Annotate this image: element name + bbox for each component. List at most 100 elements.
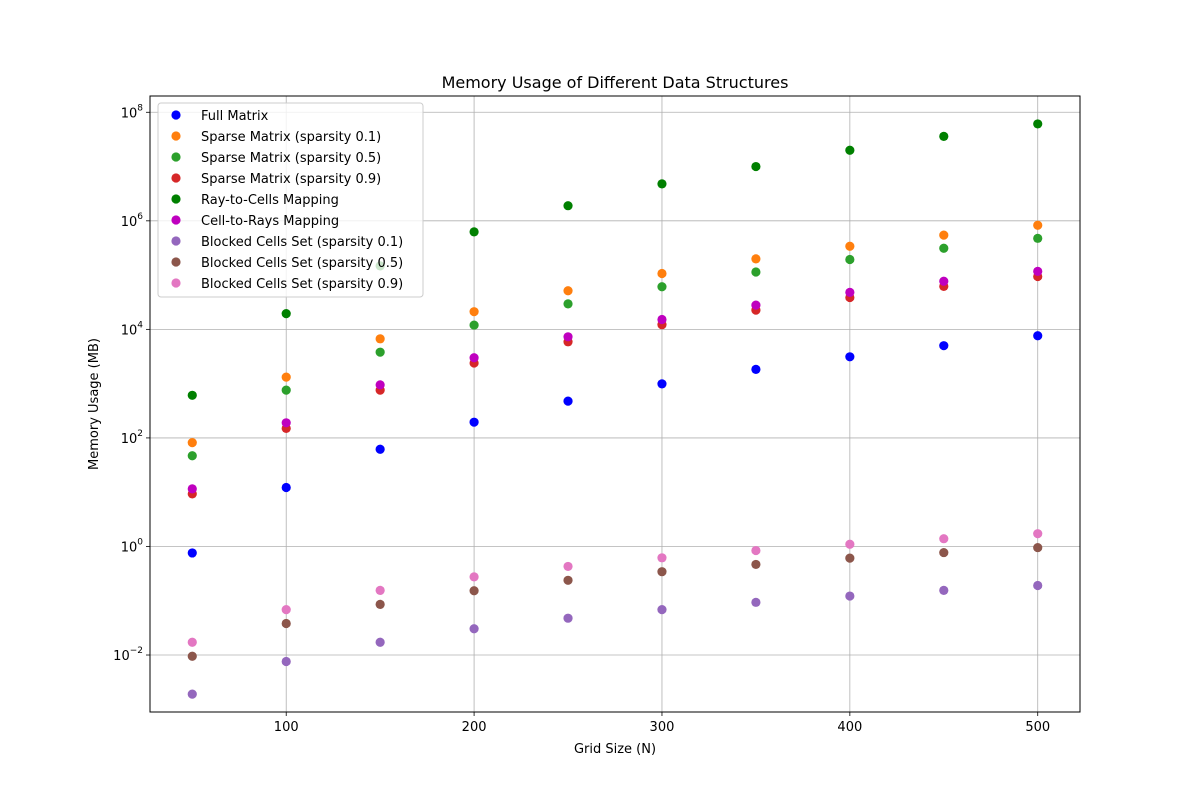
- data-point: [281, 372, 291, 382]
- data-point: [939, 243, 949, 253]
- data-point: [281, 385, 291, 395]
- chart-title: Memory Usage of Different Data Structure…: [442, 73, 789, 92]
- data-point: [845, 287, 855, 298]
- data-point: [187, 437, 197, 448]
- data-point: [939, 547, 949, 558]
- data-point: [281, 418, 291, 428]
- data-point: [563, 561, 573, 572]
- data-point: [469, 307, 479, 317]
- data-point: [1033, 220, 1043, 230]
- data-point: [281, 309, 291, 319]
- data-point: [281, 604, 291, 615]
- legend-label: Ray-to-Cells Mapping: [201, 193, 339, 208]
- data-point: [469, 624, 479, 634]
- grid-lines: [150, 96, 1080, 712]
- legend-marker: [171, 215, 181, 225]
- legend-label: Blocked Cells Set (sparsity 0.5): [201, 256, 403, 271]
- data-point: [1033, 233, 1043, 243]
- data-point: [845, 145, 855, 155]
- data-point: [939, 585, 949, 596]
- data-point: [469, 586, 479, 596]
- y-tick-label: 104: [121, 320, 144, 338]
- data-point: [281, 482, 291, 493]
- data-point: [939, 534, 949, 544]
- data-point: [845, 539, 855, 549]
- data-point: [657, 179, 667, 189]
- y-tick-label: 108: [121, 103, 144, 121]
- data-point: [845, 241, 855, 251]
- data-point: [187, 451, 197, 461]
- data-point: [469, 572, 479, 582]
- data-point: [563, 299, 573, 309]
- x-tick-label: 500: [1025, 720, 1050, 735]
- data-point: [939, 341, 949, 351]
- data-point: [657, 282, 667, 292]
- data-point: [187, 689, 197, 699]
- data-point: [375, 444, 385, 454]
- data-point: [187, 484, 197, 494]
- y-tick-label: 10−2: [113, 646, 143, 664]
- data-point: [751, 597, 761, 607]
- data-point: [845, 553, 855, 563]
- data-point: [187, 637, 197, 647]
- data-point: [375, 599, 385, 609]
- legend: Full Matrix Sparse Matrix (sparsity 0.1) S…: [157, 102, 424, 298]
- legend-label: Cell-to-Rays Mapping: [201, 214, 339, 229]
- legend-label: Full Matrix: [201, 109, 269, 124]
- data-point: [939, 230, 949, 240]
- data-point: [751, 254, 761, 264]
- data-point: [751, 545, 761, 556]
- data-point: [281, 618, 291, 629]
- y-tick-label: 100: [121, 537, 144, 555]
- y-tick-label: 102: [121, 429, 143, 447]
- data-points: [187, 119, 1043, 699]
- legend-marker: [171, 173, 181, 183]
- data-point: [187, 548, 197, 558]
- data-point: [281, 656, 291, 667]
- data-point: [657, 268, 667, 279]
- data-point: [469, 417, 479, 427]
- legend-marker: [171, 257, 181, 267]
- data-point: [657, 314, 667, 325]
- x-axis-label: Grid Size (N): [574, 742, 656, 757]
- data-point: [751, 559, 761, 570]
- legend-marker: [171, 278, 181, 288]
- legend-marker: [171, 110, 181, 120]
- data-point: [657, 567, 667, 577]
- data-point: [939, 276, 949, 286]
- legend-label: Blocked Cells Set (sparsity 0.1): [201, 235, 403, 250]
- data-point: [845, 352, 855, 362]
- data-point: [1033, 266, 1043, 277]
- data-point: [187, 390, 197, 400]
- legend-marker: [171, 236, 181, 246]
- data-point: [657, 379, 667, 389]
- legend-label: Sparse Matrix (sparsity 0.9): [201, 172, 381, 187]
- legend-label: Sparse Matrix (sparsity 0.5): [201, 151, 381, 166]
- data-point: [375, 334, 385, 344]
- legend-box: [157, 102, 424, 298]
- data-point: [1033, 119, 1043, 129]
- legend-marker: [171, 131, 181, 141]
- data-point: [751, 161, 761, 172]
- data-point: [751, 300, 761, 310]
- data-point: [563, 201, 573, 211]
- legend-label: Blocked Cells Set (sparsity 0.9): [201, 277, 403, 292]
- data-point: [469, 353, 479, 363]
- data-point: [187, 651, 197, 661]
- data-point: [563, 575, 573, 585]
- data-point: [469, 227, 479, 237]
- plot-frame: [149, 95, 1081, 713]
- data-point: [939, 131, 949, 141]
- y-axis-label: Memory Usage (MB): [87, 338, 102, 470]
- x-tick-label: 300: [650, 720, 675, 735]
- data-point: [657, 604, 667, 615]
- x-tick-label: 400: [837, 720, 862, 735]
- data-point: [563, 396, 573, 406]
- data-point: [375, 380, 385, 390]
- data-point: [657, 553, 667, 563]
- legend-marker: [171, 194, 181, 204]
- data-point: [563, 286, 573, 296]
- x-tick-label: 200: [462, 720, 487, 735]
- data-point: [751, 364, 761, 374]
